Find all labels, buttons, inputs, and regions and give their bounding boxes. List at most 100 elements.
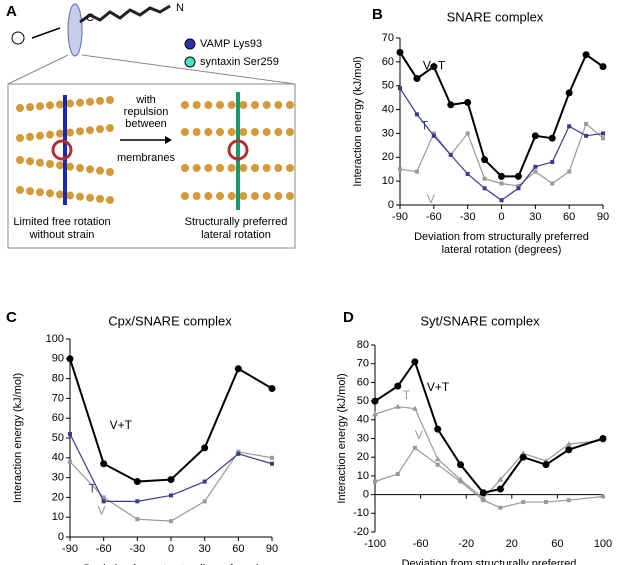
disk (67, 3, 83, 57)
lipid-head (56, 190, 64, 199)
point (464, 98, 472, 106)
point (371, 397, 379, 405)
lipid-head (36, 131, 44, 140)
point (169, 519, 173, 524)
lipid-head (16, 134, 24, 142)
x-tick-label: -30 (460, 211, 476, 223)
lipid-head (251, 164, 259, 172)
arrow-text: between (125, 118, 167, 130)
lipid-head (106, 168, 114, 176)
y-tick-label: 40 (382, 103, 394, 115)
y-tick-label: 50 (357, 395, 369, 407)
point (373, 479, 377, 484)
x-tick-label: -60 (426, 211, 442, 223)
point (499, 198, 504, 203)
y-tick-label: 10 (52, 511, 64, 523)
x-tick-label: 60 (551, 538, 563, 550)
point (101, 495, 106, 500)
y-axis-label: Interaction energy (kJ/mol) (12, 373, 24, 503)
y-tick-label: 60 (357, 376, 369, 388)
x-tick-label: 60 (563, 211, 575, 223)
x-tick-label: 30 (199, 543, 211, 555)
legend-marker (184, 38, 196, 50)
series-label: V (427, 192, 435, 206)
point (100, 460, 108, 468)
lipid-head (76, 98, 84, 107)
point (394, 382, 402, 390)
caption: without strain (29, 229, 95, 241)
lipid-head (227, 164, 236, 172)
lipid-head (66, 191, 74, 200)
lipid-head (192, 192, 201, 200)
lipid-head (26, 103, 34, 112)
lipid-head (181, 192, 189, 200)
series-line (374, 359, 604, 494)
point (582, 51, 590, 59)
inset-box (7, 83, 296, 249)
lipid-head (286, 101, 294, 109)
arrowhead (165, 136, 172, 144)
point (465, 171, 470, 176)
point (414, 112, 419, 117)
series-label: T (421, 119, 429, 133)
panel-label: C (6, 309, 17, 326)
x-tick-label: 100 (594, 538, 612, 550)
y-axis-label: Interaction energy (kJ/mol) (336, 373, 348, 503)
eye (11, 31, 25, 45)
lipid-head (76, 164, 84, 172)
point (599, 435, 607, 442)
series-label: V+T (427, 380, 450, 394)
lipid-head (56, 129, 64, 138)
series-label: T (403, 388, 411, 402)
x-tick-label: 90 (266, 543, 278, 555)
lipid-head (204, 101, 213, 109)
y-tick-label: 30 (357, 432, 369, 444)
lipid-head (86, 97, 94, 106)
point (481, 156, 489, 164)
point (601, 131, 605, 136)
lipid-head (204, 192, 213, 200)
caption: Structurally preferred (185, 216, 288, 228)
lipid-head (96, 125, 104, 134)
point (457, 461, 464, 469)
complex (227, 139, 249, 161)
point (236, 451, 241, 456)
point (202, 479, 207, 484)
point (542, 461, 550, 469)
point (135, 517, 140, 522)
lipid-head (262, 192, 271, 200)
lipid-head (216, 101, 224, 109)
c-terminus: C (86, 12, 94, 24)
point (167, 476, 175, 484)
lipid-head (251, 192, 259, 200)
y-tick-label: 50 (52, 432, 64, 444)
panel-label: D (343, 309, 354, 326)
lipid-head (66, 128, 74, 137)
lipid-head (227, 128, 236, 136)
point (584, 121, 589, 126)
point (396, 48, 404, 56)
x-tick-label: 90 (597, 211, 609, 223)
x-tick-label: 0 (498, 211, 504, 223)
point (496, 485, 504, 493)
lipid-head (96, 194, 104, 203)
lipid-head (239, 128, 248, 136)
x-tick-label: -100 (364, 538, 386, 550)
y-tick-label: 100 (46, 333, 64, 345)
y-tick-label: 60 (52, 412, 64, 424)
lipid-head (274, 192, 283, 200)
series-label: T (89, 482, 97, 496)
lipid-head (46, 160, 54, 168)
point (68, 459, 72, 464)
point (431, 131, 436, 136)
point (66, 355, 74, 363)
point (533, 169, 538, 174)
lipid-head (16, 156, 24, 164)
arrow-text: repulsion (124, 106, 169, 118)
lipid-head (36, 188, 44, 197)
point (431, 133, 436, 138)
point (169, 493, 173, 498)
y-tick-label: -10 (353, 507, 369, 519)
zoom-line (7, 54, 69, 85)
